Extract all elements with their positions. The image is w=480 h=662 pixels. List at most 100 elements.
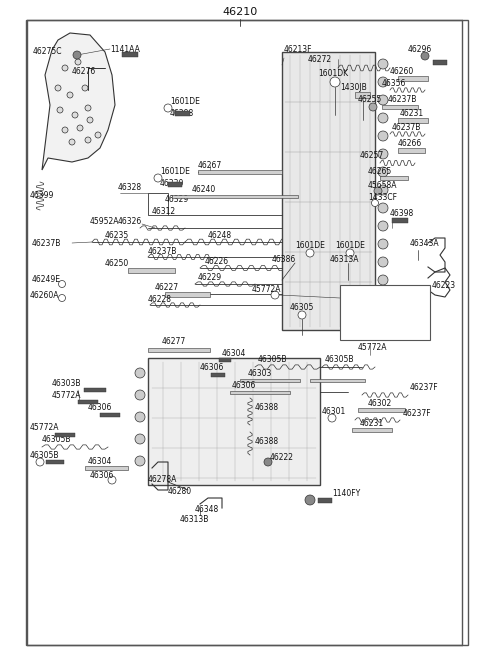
Text: 46305: 46305 [290,303,314,312]
Text: 46267: 46267 [198,160,222,169]
Polygon shape [398,75,428,81]
Polygon shape [128,267,175,273]
Circle shape [378,311,388,321]
Polygon shape [148,348,210,352]
Text: 46313B: 46313B [180,516,209,524]
Text: 46237B: 46237B [388,95,418,105]
Circle shape [87,117,93,123]
Text: 46304: 46304 [88,457,112,465]
Text: 46306: 46306 [232,381,256,389]
Polygon shape [78,400,98,404]
Text: 46303: 46303 [248,369,272,377]
Text: 46306: 46306 [90,471,114,479]
Text: 1140FY: 1140FY [332,489,360,498]
Circle shape [378,167,388,177]
Circle shape [55,85,61,91]
Polygon shape [85,466,128,470]
Text: 46280: 46280 [168,487,192,496]
Bar [148,358,320,485]
Text: 46330: 46330 [160,179,184,187]
Text: 46276: 46276 [72,68,96,77]
Text: 46228: 46228 [148,295,172,303]
Text: 46240: 46240 [192,185,216,193]
Circle shape [378,239,388,249]
Text: 45772A: 45772A [252,285,281,293]
Circle shape [135,390,145,400]
Text: 46296: 46296 [408,46,432,54]
Polygon shape [398,148,425,152]
Circle shape [271,291,279,299]
Text: 46260: 46260 [390,66,414,75]
Text: 46235: 46235 [105,232,129,240]
Text: 46305B: 46305B [258,355,288,365]
Circle shape [378,257,388,267]
Polygon shape [382,105,418,109]
Circle shape [69,139,75,145]
Text: 46305B: 46305B [42,436,72,444]
Circle shape [356,304,364,312]
Text: 46304: 46304 [222,348,246,357]
Circle shape [374,187,382,195]
Circle shape [330,77,340,87]
Circle shape [378,203,388,213]
Text: 46398: 46398 [390,209,414,218]
Text: 46386: 46386 [272,256,296,265]
Text: 46305B: 46305B [325,355,355,365]
Text: 1601DE: 1601DE [335,242,365,250]
Text: 46312: 46312 [152,207,176,216]
Text: 45772A: 45772A [30,424,60,432]
Polygon shape [42,33,115,170]
Text: 46237F: 46237F [403,408,432,418]
Bar [148,193,168,215]
Circle shape [85,105,91,111]
Text: 46255: 46255 [358,95,382,105]
Circle shape [264,458,272,466]
Polygon shape [198,170,282,174]
Circle shape [59,281,65,287]
Circle shape [372,199,379,207]
Text: 46231: 46231 [360,418,384,428]
Polygon shape [433,60,447,64]
Text: 46356: 46356 [382,79,407,87]
Text: 46303B: 46303B [52,379,82,387]
Circle shape [378,293,388,303]
Circle shape [82,85,88,91]
Polygon shape [55,433,75,437]
Circle shape [328,414,336,422]
Text: 46265: 46265 [368,167,392,175]
Polygon shape [122,52,138,56]
Polygon shape [318,498,332,502]
Text: 1601DE: 1601DE [170,97,200,105]
Text: 46266: 46266 [398,138,422,148]
Text: 46305B: 46305B [30,451,60,459]
Text: 46223: 46223 [432,281,456,289]
Circle shape [108,476,116,484]
Circle shape [72,112,78,118]
Text: 1141AA: 1141AA [110,44,140,54]
Circle shape [378,113,388,123]
Circle shape [62,127,68,133]
Circle shape [62,65,68,71]
Text: 46302: 46302 [368,399,392,408]
Circle shape [369,103,377,111]
Text: 46306: 46306 [88,404,112,412]
Text: 45772A: 45772A [52,391,82,401]
Polygon shape [168,181,182,187]
Circle shape [378,77,388,87]
Text: 46275C: 46275C [33,48,62,56]
Circle shape [135,412,145,422]
Polygon shape [230,391,290,393]
Polygon shape [172,195,298,197]
Polygon shape [211,373,225,377]
Text: 46248: 46248 [208,230,232,240]
Circle shape [67,92,73,98]
Polygon shape [165,291,210,297]
Text: 1601DE: 1601DE [295,242,325,250]
Circle shape [154,174,162,182]
Text: 46398: 46398 [170,109,194,117]
Circle shape [59,295,65,301]
Text: 46301: 46301 [322,406,346,416]
Text: 46237F: 46237F [410,383,439,393]
Text: 46213F: 46213F [284,46,312,54]
Text: 46278A: 46278A [148,475,178,483]
